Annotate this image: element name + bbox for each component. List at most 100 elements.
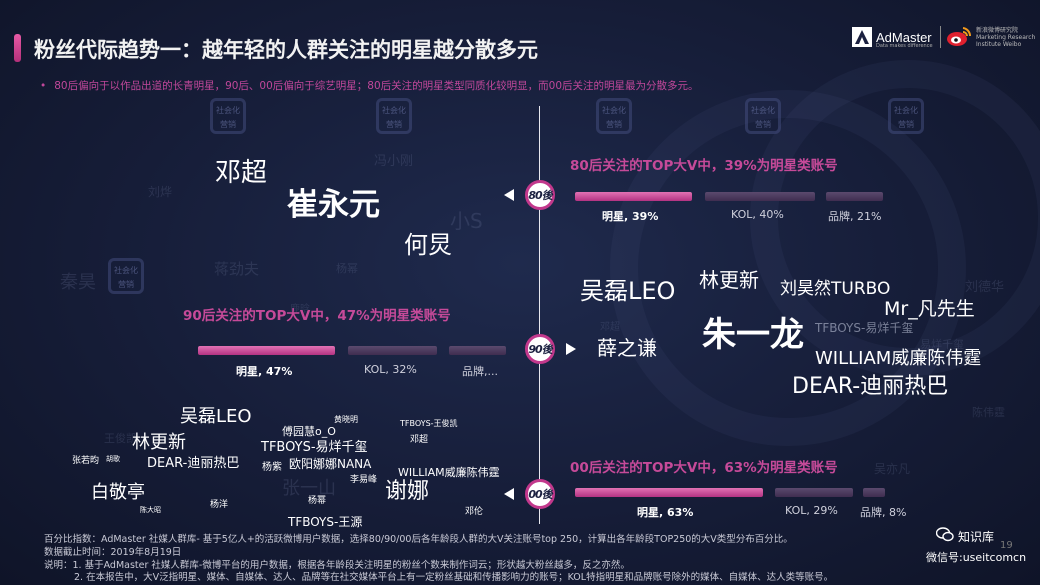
watermark-seal: 社会化 营销 xyxy=(210,98,246,134)
cloud-00-word: 李易峰 xyxy=(350,475,378,485)
cloud-80-word: 邓超 xyxy=(215,158,268,188)
label-80-brand: 品牌, 21% xyxy=(828,210,882,223)
arrow-left-icon xyxy=(504,488,514,500)
cloud-00-word: 胡歌 xyxy=(106,455,120,463)
background-word: 张一山 xyxy=(282,478,336,499)
cloud-00-word: 林更新 xyxy=(132,432,186,453)
cloud-90-word: 刘昊然TURBO xyxy=(780,279,891,299)
cloud-90-word: WILLIAM威廉陈伟霆 xyxy=(815,348,982,369)
cloud-00-word: 邓超 xyxy=(410,435,429,445)
bar-90-kol xyxy=(348,346,437,355)
footnote-1: 百分比指数：AdMaster 社媒人群库- 基于5亿人+的活跃微博用户数据，选择… xyxy=(44,534,793,545)
arrow-left-icon xyxy=(504,189,514,201)
cloud-90-word: 吴磊LEO xyxy=(580,277,676,305)
watermark-seal: 社会化 营销 xyxy=(108,258,144,294)
cloud-00-word: 杨紫 xyxy=(262,462,282,473)
panel-title-90: 90后关注的TOP大V中，47%为明星类账号 xyxy=(183,308,451,324)
bar-00-kol xyxy=(775,488,853,497)
admaster-icon xyxy=(852,27,872,47)
background-word: 鹿晗 xyxy=(290,304,310,315)
label-90-kol: KOL, 32% xyxy=(364,363,417,376)
cloud-00-word: 谢娜 xyxy=(385,479,430,504)
weibo-institute-text: 新浪微博研究院 Marketing Research Institute Wei… xyxy=(976,27,1035,48)
background-word: 小S xyxy=(450,209,483,233)
background-word: 王俊凯 xyxy=(104,432,137,445)
badge-80: 80後 xyxy=(525,180,555,210)
background-word: 冯小刚 xyxy=(374,154,414,169)
footnote-4: 2. 在本报告中，大V泛指明星、媒体、自媒体、达人、品牌等在社交媒体平台上有一定… xyxy=(74,572,834,583)
background-word: 陈伟霆 xyxy=(972,406,1005,419)
cloud-00-word: 陈大昭 xyxy=(140,506,161,514)
weibo-icon xyxy=(947,27,972,46)
subtitle-text: 80后偏向于以作品出道的长青明星，90后、00后偏向于综艺明星；80后关注的明星… xyxy=(54,80,699,92)
panel-title-00: 00后关注的TOP大V中，63%为明星类账号 xyxy=(570,460,838,476)
bar-90-star xyxy=(198,346,335,355)
arrow-right-icon xyxy=(566,343,576,355)
cloud-00-word: DEAR-迪丽热巴 xyxy=(147,456,240,471)
brand-name: 知识库 xyxy=(958,530,995,544)
background-word: 秦昊 xyxy=(60,272,96,293)
cloud-00-word: 杨幂 xyxy=(308,496,327,506)
footnote-2: 数据截止时间：2019年8月19日 xyxy=(44,547,182,558)
cloud-90-word: TFBOYS-易烊千玺 xyxy=(815,321,914,335)
logo-divider xyxy=(940,26,941,48)
background-word: 刘烨 xyxy=(148,185,173,199)
background-word: 蒋劲夫 xyxy=(214,260,260,278)
cloud-00-word: 欧阳娜娜NANA xyxy=(289,457,372,471)
badge-00: 00後 xyxy=(525,479,555,509)
cloud-00-word: TFBOYS-王俊凯 xyxy=(400,419,458,428)
page-number: 19 xyxy=(1000,540,1013,551)
label-00-brand: 品牌, 8% xyxy=(860,506,907,519)
label-00-kol: KOL, 29% xyxy=(785,504,838,517)
panel-title-80: 80后关注的TOP大V中，39%为明星类账号 xyxy=(570,158,838,174)
cloud-00-word: 张若昀 xyxy=(72,456,100,466)
watermark-seal: 社会化 营销 xyxy=(596,98,632,134)
cloud-00-word: TFBOYS-易烊千玺 xyxy=(261,440,368,455)
cloud-90-word: 薛之谦 xyxy=(597,336,657,360)
cloud-90-word: 朱一龙 xyxy=(702,315,804,355)
background-word: 刘德华 xyxy=(965,280,1005,295)
timeline-axis xyxy=(539,106,540,524)
badge-90: 90後 xyxy=(525,334,555,364)
label-80-star: 明星, 39% xyxy=(602,210,659,223)
title-accent-bar xyxy=(14,34,21,62)
page-title: 粉丝代际趋势一：越年轻的人群关注的明星越分散多元 xyxy=(34,38,538,62)
weibo-line1: 新浪微博研究院 xyxy=(976,27,1019,34)
cloud-00-word: 黄晓明 xyxy=(334,415,358,424)
label-90-star: 明星, 47% xyxy=(236,365,293,378)
label-00-star: 明星, 63% xyxy=(637,506,694,519)
label-80-kol: KOL, 40% xyxy=(731,208,784,221)
admaster-logo: AdMaster Data makes difference xyxy=(852,26,933,49)
bar-00-brand xyxy=(863,488,885,497)
background-word: 易烊千玺 xyxy=(920,338,964,351)
admaster-wordmark: AdMaster xyxy=(876,29,932,45)
watermark-seal: 社会化 营销 xyxy=(888,98,924,134)
cloud-00-word: 吴磊LEO xyxy=(180,406,252,427)
page-subtitle: • 80后偏向于以作品出道的长青明星，90后、00后偏向于综艺明星；80后关注的明… xyxy=(40,78,699,93)
cloud-00-word: TFBOYS-王源 xyxy=(288,515,363,529)
weibo-line2: Marketing Research xyxy=(976,34,1036,41)
wechat-icon xyxy=(936,527,954,542)
footnote-3: 说明：1. 基于AdMaster 社媒人群库-微博平台的用户数据，根据各年龄段关… xyxy=(44,560,630,571)
bar-80-kol xyxy=(705,192,815,201)
weibo-line3: Institute Weibo xyxy=(976,41,1022,48)
admaster-tagline: Data makes difference xyxy=(876,43,933,49)
bullet-icon: • xyxy=(40,80,47,92)
brand-wechat-id: 微信号:useitcomcn xyxy=(926,551,1027,564)
bar-90-brand xyxy=(449,346,506,355)
cloud-90-word: 林更新 xyxy=(699,268,759,292)
watermark-seal: 社会化 营销 xyxy=(376,98,412,134)
cloud-80-word: 何炅 xyxy=(404,231,452,259)
bar-80-star xyxy=(575,192,692,201)
background-word: 杨幂 xyxy=(336,262,358,275)
watermark-seal: 社会化 营销 xyxy=(745,98,781,134)
label-90-brand: 品牌,... xyxy=(462,365,498,378)
cloud-80-word: 崔永元 xyxy=(287,187,380,223)
cloud-00-word: WILLIAM威廉陈伟霆 xyxy=(398,466,500,479)
cloud-00-word: 傅园慧o_O xyxy=(282,425,336,438)
bar-00-star xyxy=(575,488,763,497)
cloud-00-word: 杨洋 xyxy=(210,500,229,510)
cloud-90-word: Mr_凡先生 xyxy=(884,298,975,320)
bar-80-brand xyxy=(826,192,883,201)
cloud-00-word: 邓伦 xyxy=(465,507,484,517)
